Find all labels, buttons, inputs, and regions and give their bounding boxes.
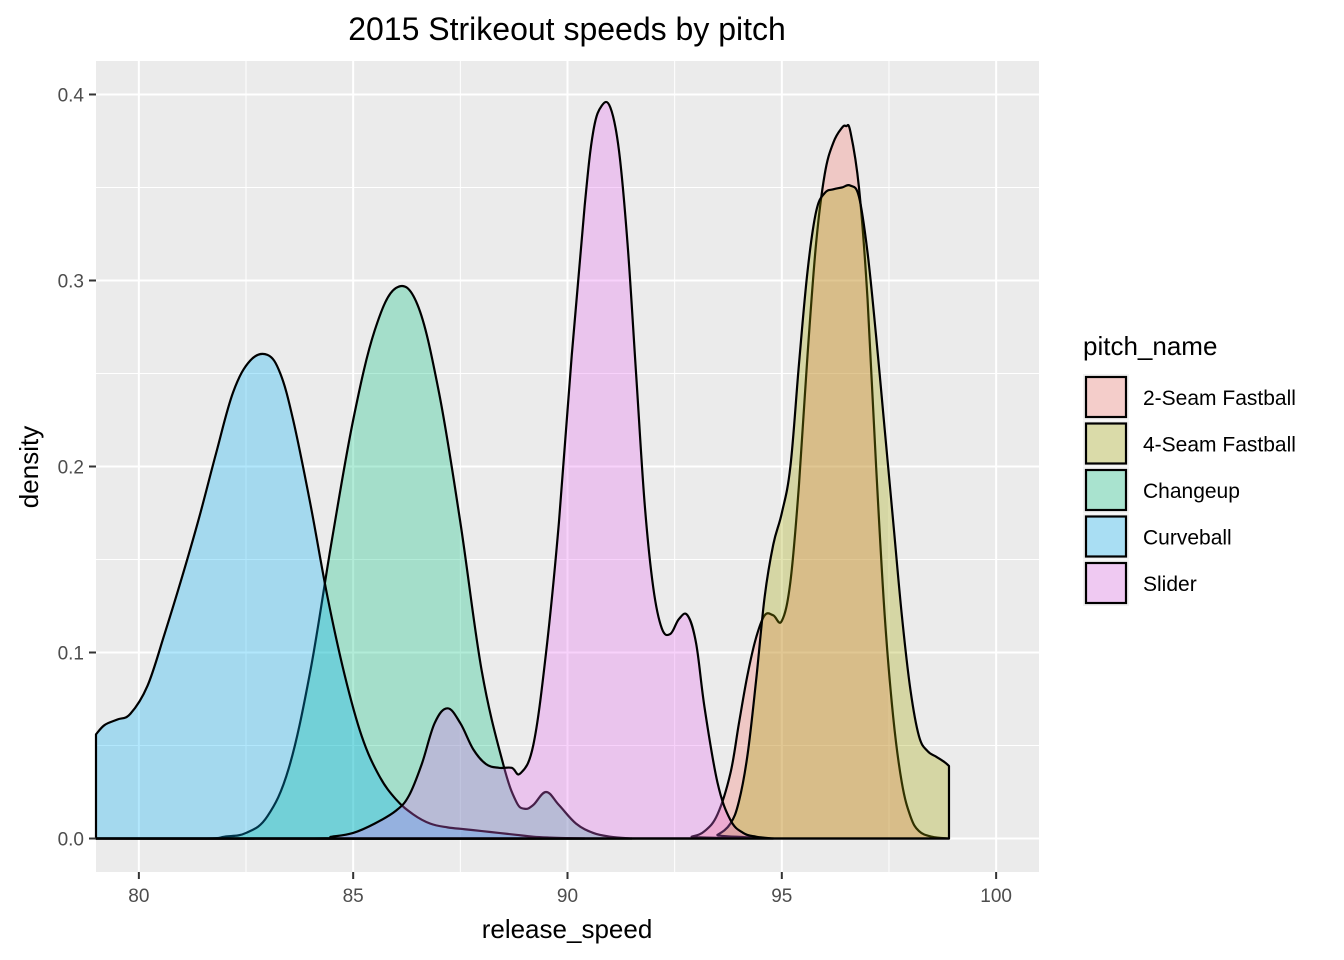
- y-tick-label: 0.1: [58, 644, 84, 665]
- x-tick-label: 85: [343, 886, 364, 907]
- legend-title: pitch_name: [1083, 331, 1217, 361]
- x-axis-title: release_speed: [482, 914, 653, 944]
- x-tick-label: 100: [980, 886, 1012, 907]
- x-tick-label: 90: [557, 886, 578, 907]
- legend-label-curveball: Curveball: [1143, 527, 1232, 550]
- y-tick-label: 0.4: [58, 85, 85, 106]
- y-axis-title: density: [14, 426, 44, 508]
- legend-key-slider: [1086, 563, 1126, 603]
- chart-title: 2015 Strikeout speeds by pitch: [348, 11, 786, 47]
- x-tick-label: 80: [128, 886, 149, 907]
- legend-key-2-seam-fastball: [1086, 377, 1126, 417]
- legend-label-slider: Slider: [1143, 573, 1197, 596]
- y-tick-label: 0.0: [58, 830, 84, 851]
- legend-key-curveball: [1086, 517, 1126, 557]
- legend-label-4-seam-fastball: 4-Seam Fastball: [1143, 434, 1296, 457]
- legend-key-4-seam-fastball: [1086, 424, 1126, 464]
- legend-label-2-seam-fastball: 2-Seam Fastball: [1143, 387, 1296, 410]
- y-tick-label: 0.2: [58, 458, 84, 479]
- x-axis-ticks: 80 85 90 95 100: [128, 872, 1012, 907]
- legend-key-changeup: [1086, 470, 1126, 510]
- y-tick-label: 0.3: [58, 271, 84, 292]
- legend-label-changeup: Changeup: [1143, 480, 1240, 503]
- y-axis-ticks: 0.0 0.1 0.2 0.3 0.4: [58, 85, 96, 850]
- legend: pitch_name 2-Seam Fastball 4-Seam Fastbal…: [1083, 331, 1296, 606]
- x-tick-label: 95: [771, 886, 792, 907]
